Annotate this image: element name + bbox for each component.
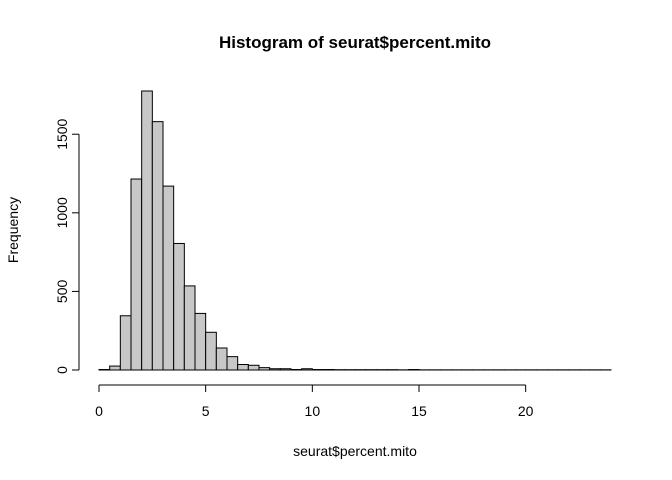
x-tick-label: 10 [305, 403, 321, 419]
histogram-bar [258, 367, 271, 371]
histogram-bar [151, 121, 164, 371]
x-tick-label: 5 [202, 403, 210, 419]
y-tick-label: 1500 [54, 118, 70, 149]
histogram-bar [173, 242, 185, 371]
histogram-bar [194, 312, 207, 371]
x-tick-label: 15 [411, 403, 427, 419]
histogram-bar [226, 356, 239, 371]
histogram-bar [183, 285, 196, 371]
chart-title: Histogram of seurat$percent.mito [219, 33, 491, 52]
histogram-bar [205, 331, 217, 371]
y-tick-label: 500 [54, 280, 70, 304]
histogram-bar [119, 315, 132, 371]
y-axis: 0 500 1000 1500 [54, 118, 80, 374]
y-axis-label: Frequency [5, 197, 21, 263]
x-tick-label: 0 [95, 403, 103, 419]
histogram-bar [269, 368, 281, 371]
y-tick-label: 1000 [54, 197, 70, 228]
histogram-bars [98, 90, 612, 371]
histogram-bar [237, 364, 249, 371]
histogram-bar [247, 364, 260, 371]
histogram-bar [141, 90, 153, 371]
histogram-bar [301, 368, 313, 371]
histogram-bar [109, 365, 121, 371]
x-axis-label: seurat$percent.mito [293, 443, 417, 459]
y-tick-label: 0 [54, 366, 70, 374]
x-axis: 0 5 10 15 20 [95, 384, 534, 419]
histogram-bar [215, 347, 228, 371]
histogram-bar [130, 178, 143, 371]
x-tick-label: 20 [518, 403, 534, 419]
histogram-bar [162, 185, 175, 371]
histogram-bar [279, 368, 292, 371]
